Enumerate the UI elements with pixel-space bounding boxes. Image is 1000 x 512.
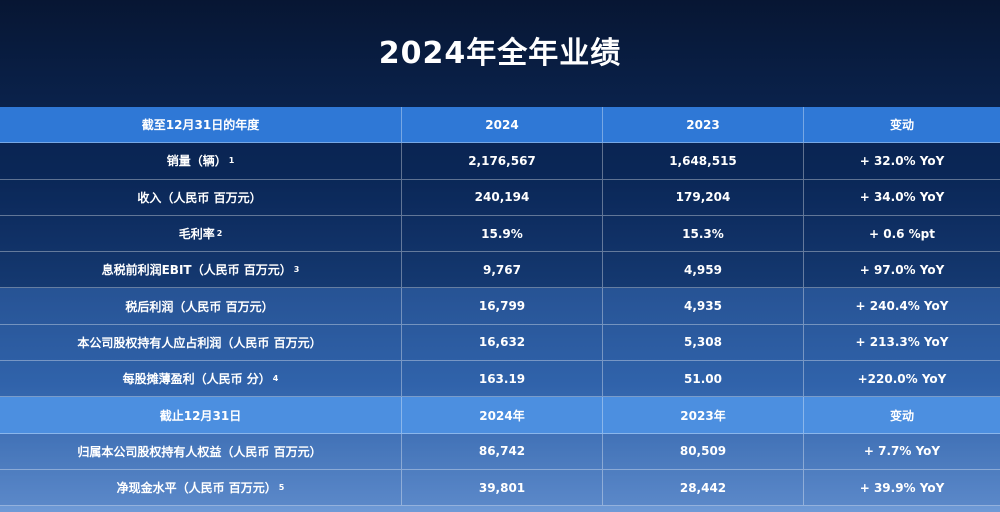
header-2024: 2024	[402, 107, 603, 143]
value-2023: 4,959	[603, 252, 804, 288]
value-change: + 34.0% YoY	[859, 190, 945, 205]
value-change: + 32.0% YoY	[859, 153, 945, 168]
header-2023: 2023	[603, 107, 804, 143]
table-row: 毛利率 2 15.9% 15.3% + 0.6 %pt	[0, 215, 1000, 253]
value-2023: 80,509	[603, 433, 804, 469]
header-change: 变动	[889, 118, 914, 133]
row-label: 归属本公司股权持有人权益（人民币 百万元）	[0, 433, 402, 469]
results-table: 截至12月31日的年度 2024 2023 变动 销量（辆） 1 2,176,56…	[0, 107, 1000, 507]
value-2024: 163.19	[402, 361, 603, 397]
row-label: 每股摊薄盈利（人民币 分） 4	[0, 361, 402, 397]
value-2024: 9,767	[402, 252, 603, 288]
table-row: 每股摊薄盈利（人民币 分） 4 163.19 51.00 +220.0% YoY	[0, 361, 1000, 398]
table-subheader-row: 截止12月31日 2024年 2023年 变动	[0, 397, 1000, 434]
value-2023: 28,442	[603, 469, 804, 506]
value-change: +220.0% YoY	[857, 371, 947, 386]
row-label: 息税前利润EBIT（人民币 百万元） 3	[0, 252, 402, 288]
row-label: 毛利率 2	[0, 215, 402, 252]
header-2024: 2024年	[402, 397, 603, 433]
value-2023: 5,308	[603, 324, 804, 361]
table-row: 税后利润（人民币 百万元） 16,799 4,935 + 240.4% YoY	[0, 288, 1000, 325]
table-row: 净现金水平（人民币 百万元） 5 39,801 28,442 + 39.9% Yo…	[0, 469, 1000, 507]
table-row: 本公司股权持有人应占利润（人民币 百万元） 16,632 5,308 + 213…	[0, 324, 1000, 362]
value-change: + 7.7% YoY	[863, 444, 941, 459]
header-change: 变动	[889, 408, 914, 423]
value-2024: 86,742	[402, 433, 603, 469]
value-2023: 179,204	[603, 179, 804, 215]
row-label: 销量（辆） 1	[0, 143, 402, 179]
header-2023: 2023年	[603, 397, 804, 433]
page-title: 2024年全年业绩	[378, 36, 622, 71]
value-2023: 4,935	[603, 288, 804, 324]
value-2023: 15.3%	[603, 215, 804, 252]
row-label: 净现金水平（人民币 百万元） 5	[0, 469, 402, 506]
row-label: 本公司股权持有人应占利润（人民币 百万元）	[0, 324, 402, 361]
value-2024: 39,801	[402, 469, 603, 506]
value-change: + 240.4% YoY	[855, 299, 949, 314]
table-row: 收入（人民币 百万元） 240,194 179,204 + 34.0% YoY	[0, 179, 1000, 216]
value-2024: 16,799	[402, 288, 603, 324]
table-header-row: 截至12月31日的年度 2024 2023 变动	[0, 107, 1000, 144]
value-2024: 240,194	[402, 179, 603, 215]
value-change: + 39.9% YoY	[859, 480, 945, 495]
value-2024: 15.9%	[402, 215, 603, 252]
table-row: 息税前利润EBIT（人民币 百万元） 3 9,767 4,959 + 97.0% …	[0, 252, 1000, 289]
value-change: + 213.3% YoY	[855, 335, 949, 350]
value-2023: 1,648,515	[603, 143, 804, 179]
table-row: 归属本公司股权持有人权益（人民币 百万元） 86,742 80,509 + 7.…	[0, 433, 1000, 470]
header-date: 截止12月31日	[0, 397, 402, 433]
header-period: 截至12月31日的年度	[0, 107, 402, 143]
row-label: 税后利润（人民币 百万元）	[0, 288, 402, 324]
value-change: + 0.6 %pt	[868, 226, 936, 241]
value-change: + 97.0% YoY	[859, 262, 945, 277]
table-row: 销量（辆） 1 2,176,567 1,648,515 + 32.0% YoY	[0, 143, 1000, 180]
value-2024: 16,632	[402, 324, 603, 361]
value-2024: 2,176,567	[402, 143, 603, 179]
value-2023: 51.00	[603, 361, 804, 397]
row-label: 收入（人民币 百万元）	[0, 179, 402, 215]
